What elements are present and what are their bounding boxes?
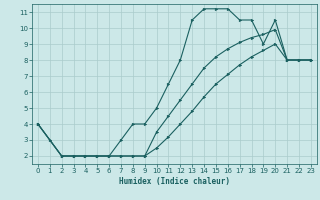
X-axis label: Humidex (Indice chaleur): Humidex (Indice chaleur): [119, 177, 230, 186]
